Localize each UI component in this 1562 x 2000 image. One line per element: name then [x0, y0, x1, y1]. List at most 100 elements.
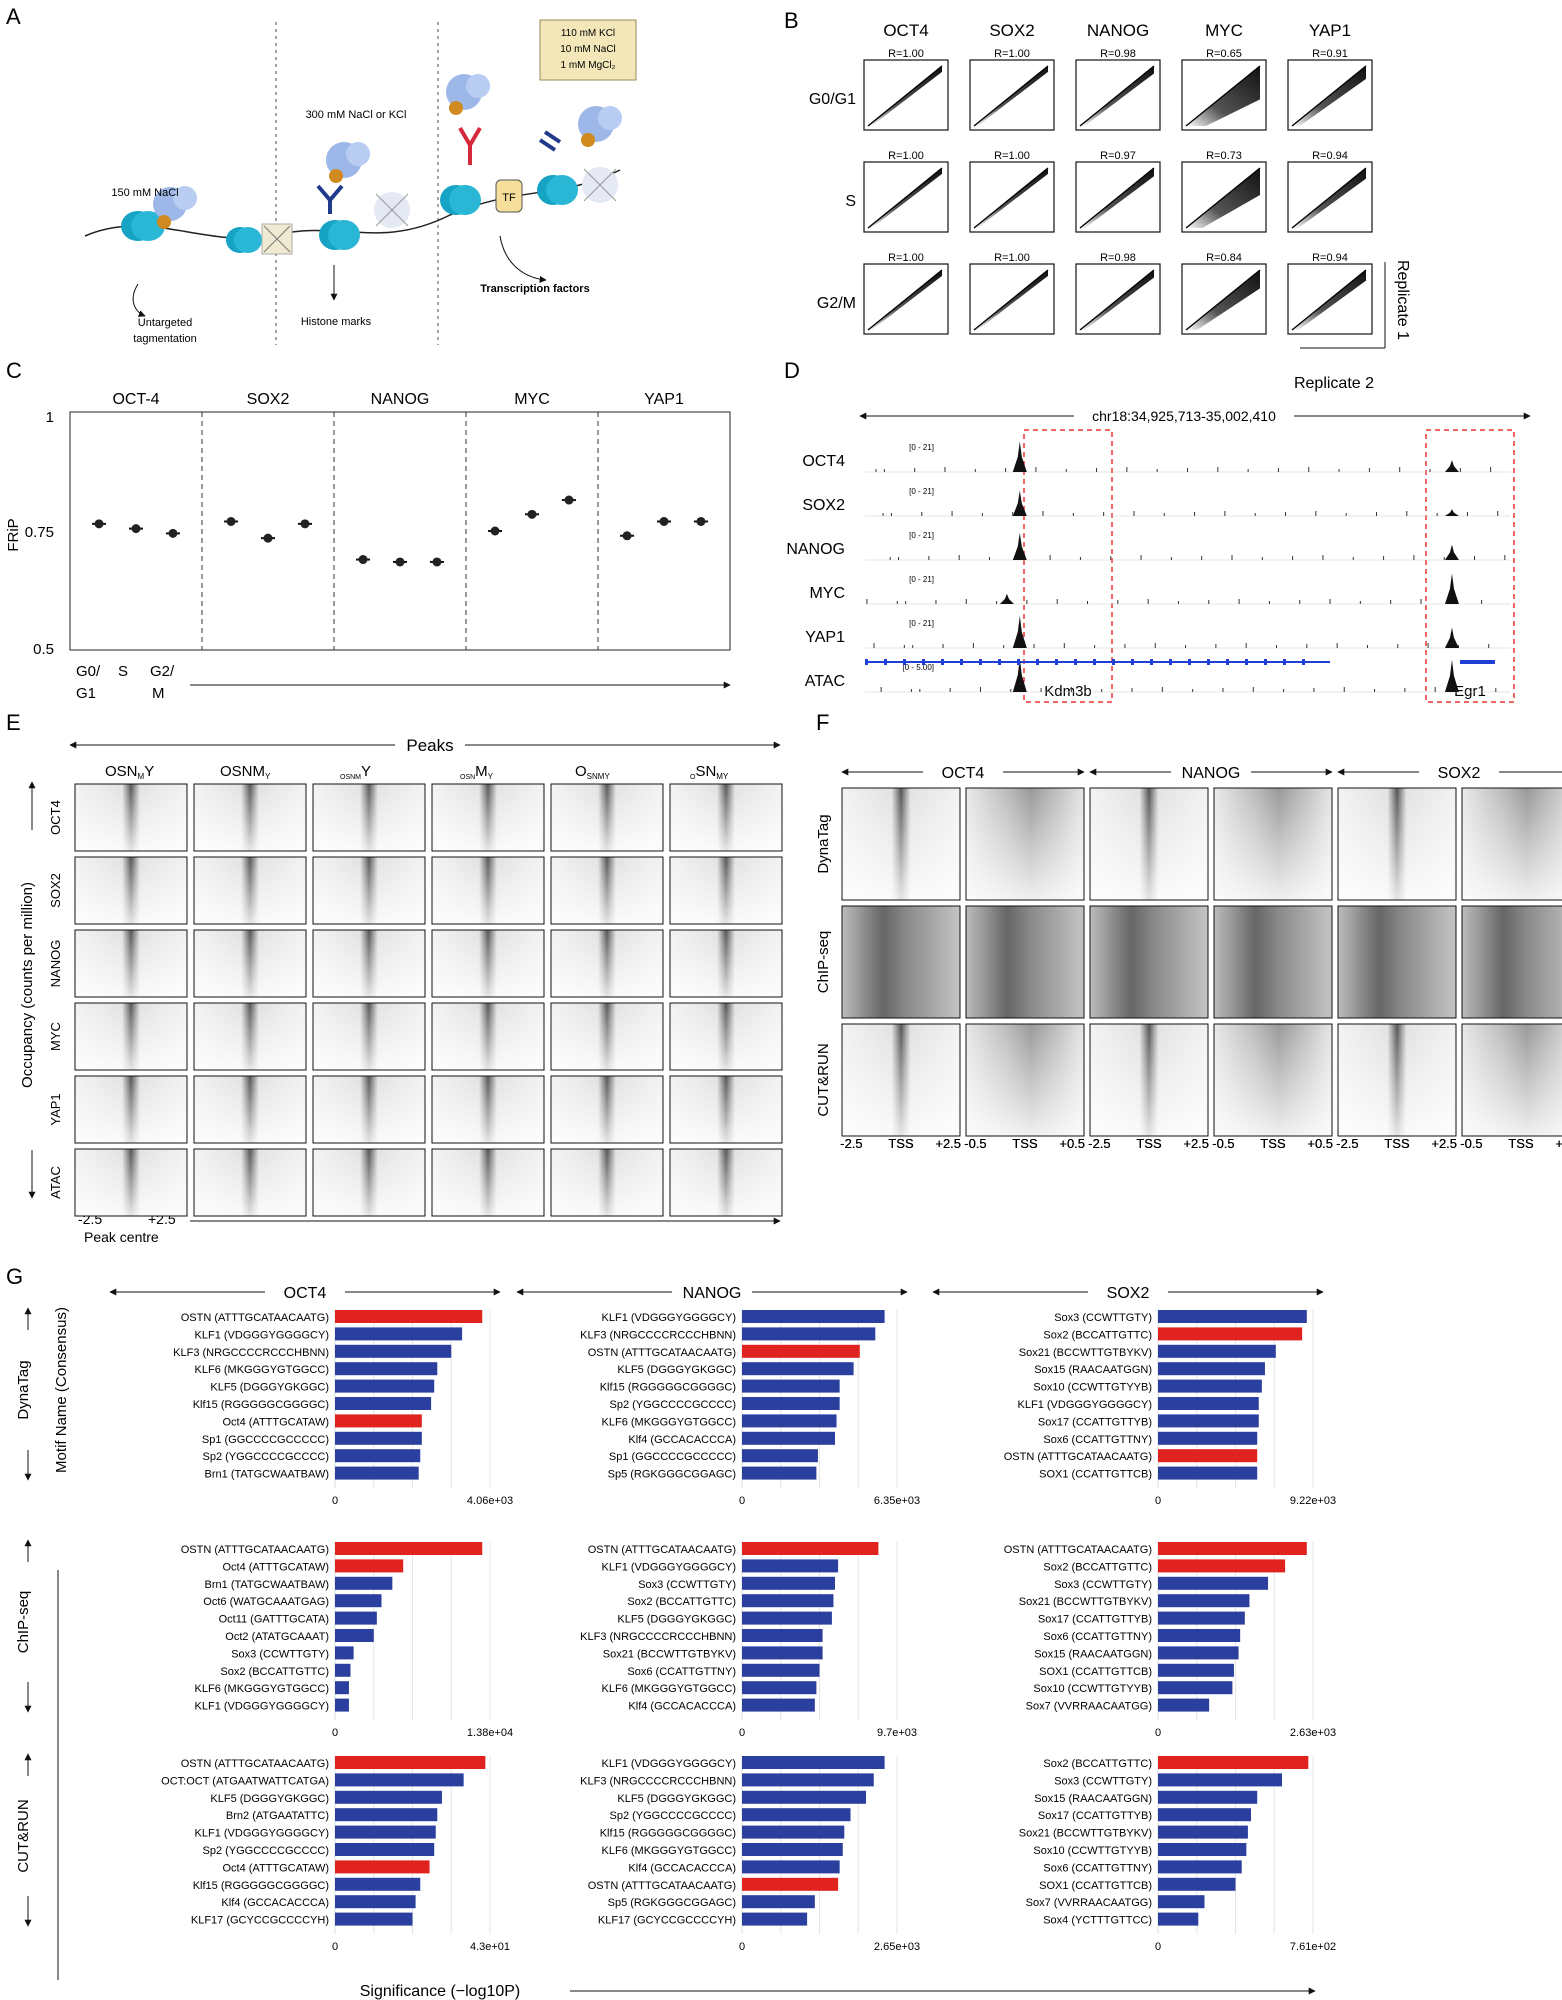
- xtick-max: 4.06e+03: [467, 1495, 513, 1507]
- heatmap-fade: [670, 784, 782, 851]
- motif-bar: [335, 1611, 377, 1625]
- exon-mark: [1074, 659, 1077, 665]
- xtick-label: -0.5: [1460, 1136, 1482, 1151]
- diagonal-line: [1079, 167, 1155, 229]
- heatmap-fade: [75, 1076, 187, 1143]
- xtick-zero: 0: [739, 1727, 745, 1739]
- label-untargeted: Untargeted: [138, 317, 192, 329]
- heatmap-frame: [312, 1075, 426, 1144]
- motif-bar: [335, 1466, 419, 1480]
- heatmap-fade: [313, 857, 425, 924]
- buffer-nacl: 10 mM NaCl: [560, 44, 616, 55]
- exon-mark: [1245, 659, 1248, 665]
- heatmap-fade: [75, 857, 187, 924]
- heatmap-frame: [1337, 905, 1457, 1019]
- motif-bar: [742, 1663, 820, 1677]
- group-label-bg: [1171, 762, 1251, 782]
- motif-bar: [1158, 1790, 1258, 1804]
- motif-label: KLF6 (MKGGGYGTGGCC): [602, 1845, 736, 1857]
- motif-bar: [335, 1808, 438, 1822]
- motif-label: Sp2 (YGGCCCCGCCCC): [609, 1399, 736, 1411]
- motif-label: Oct4 (ATTTGCATAW): [222, 1416, 329, 1428]
- heatmap-frame: [550, 929, 664, 998]
- xtick-label: TSS: [1260, 1136, 1286, 1151]
- motif-bar: [335, 1397, 432, 1410]
- row-label: DynaTag: [815, 814, 832, 873]
- heatmap-frame: [1213, 787, 1333, 901]
- motif-label: Sox3 (CCWTTGTY): [231, 1648, 329, 1660]
- xtick-label: +0.5: [1307, 1136, 1333, 1151]
- motif-label: Sox4 (YCTTTGTTCC): [1043, 1915, 1152, 1927]
- frip-point: [622, 531, 632, 541]
- ytick-label: 0.75: [25, 524, 54, 541]
- xtick-max: 1.38e+04: [467, 1727, 513, 1739]
- heatmap-frame: [965, 1023, 1085, 1137]
- label-histone-marks: Histone marks: [301, 316, 372, 328]
- frip-point: [358, 555, 368, 565]
- heatmap-frame: [669, 1002, 783, 1071]
- r-value-label: R=1.00: [888, 150, 924, 162]
- signal-peak: [1012, 615, 1027, 648]
- panel-label-c: C: [6, 358, 22, 383]
- motif-bar: [1158, 1310, 1307, 1323]
- heatmap-fade: [194, 1076, 306, 1143]
- exon-mark: [1112, 659, 1115, 665]
- crossed-complex: [374, 192, 410, 228]
- heatmap-frame: [431, 783, 545, 852]
- buffer-mgcl2: 1 mM MgCl₂: [561, 60, 616, 71]
- xtick-label: -0.5: [964, 1136, 986, 1151]
- motif-label: SOX1 (CCATTGTTCB): [1039, 1469, 1152, 1481]
- motif-bar: [1158, 1344, 1276, 1358]
- motif-bar: [335, 1414, 422, 1428]
- r-value-label: R=0.73: [1206, 150, 1242, 162]
- col-label: OSNMY: [220, 763, 271, 781]
- motif-bar: [742, 1576, 835, 1590]
- antibody: [458, 126, 482, 165]
- motif-bar: [335, 1449, 421, 1463]
- motif-label: Brn1 (TATGCWAATBAW): [205, 1579, 329, 1591]
- tf-label: TF: [502, 192, 516, 204]
- diagonal-line: [1185, 167, 1261, 229]
- y-axis-label: FRiP: [5, 518, 22, 551]
- xtick-max: 4.3e+01: [470, 1941, 510, 1953]
- row-label: SOX2: [48, 873, 63, 908]
- motif-bar: [742, 1327, 876, 1341]
- motif-bar: [1158, 1860, 1242, 1874]
- exon-mark: [903, 659, 906, 665]
- motif-bar: [1158, 1449, 1258, 1463]
- row-label: CUT&RUN: [15, 1799, 32, 1872]
- heatmap-frame: [193, 783, 307, 852]
- signal-peak: [999, 593, 1014, 604]
- motif-bar: [1158, 1362, 1265, 1376]
- xtick-label: S: [118, 663, 128, 680]
- motif-label: Sox7 (VVRRAACAATGG): [1026, 1897, 1152, 1909]
- motif-label: OSTN (ATTTGCATAACAATG): [588, 1347, 736, 1359]
- motif-bar: [335, 1663, 351, 1677]
- heatmap-fade: [75, 784, 187, 851]
- xtick-zero: 0: [332, 1495, 338, 1507]
- motif-label: Sox15 (RAACAATGGN): [1034, 1648, 1152, 1660]
- xtick-label: +2.5: [935, 1136, 961, 1151]
- motif-label: KLF17 (GCYCCGCCCCYH): [598, 1915, 736, 1927]
- r-value-label: R=1.00: [888, 48, 924, 60]
- motif-bar: [335, 1756, 486, 1769]
- motif-bar: [1158, 1756, 1309, 1769]
- region-label-bg: [1074, 406, 1294, 426]
- heatmap-frame: [312, 1148, 426, 1217]
- r-value-label: R=1.00: [994, 150, 1030, 162]
- exon-mark: [1017, 659, 1020, 665]
- heatmap-fade: [432, 1003, 544, 1070]
- frip-point: [490, 526, 500, 536]
- motif-bar: [335, 1594, 382, 1608]
- frip-point: [659, 516, 669, 526]
- motif-label: OSTN (ATTTGCATAACAATG): [1004, 1451, 1152, 1463]
- peaks-title: Peaks: [406, 736, 453, 755]
- signal-peak: [1012, 532, 1027, 560]
- motif-label: KLF5 (DGGGYGKGGC): [617, 1364, 736, 1376]
- motif-label: KLF6 (MKGGGYGTGGCC): [602, 1416, 736, 1428]
- motif-label: Sox10 (CCWTTGTYYB): [1033, 1382, 1152, 1394]
- xtick-label: -0.5: [1460, 1136, 1482, 1151]
- r-value-label: R=0.94: [1312, 150, 1348, 162]
- heatmap-fade: [670, 1149, 782, 1216]
